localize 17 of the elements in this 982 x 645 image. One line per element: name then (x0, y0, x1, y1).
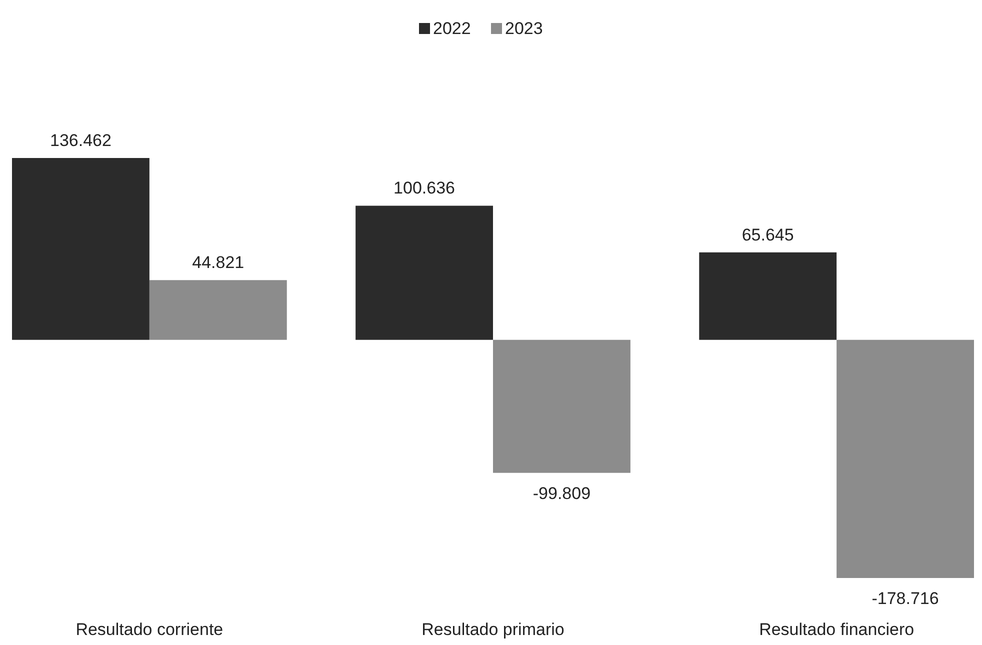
bar (149, 280, 287, 340)
x-tick-label: Resultado primario (422, 620, 564, 639)
data-label: 100.636 (394, 178, 456, 198)
data-label: -178.716 (872, 589, 939, 608)
bar (12, 158, 150, 340)
x-tick-label: Resultado corriente (76, 620, 224, 639)
legend-label: 2022 (433, 19, 471, 38)
data-label: 44.821 (192, 253, 244, 272)
bar (836, 340, 974, 578)
bar (356, 206, 493, 340)
data-label: 136.462 (50, 131, 112, 150)
bar (699, 252, 837, 340)
data-label: -99.809 (532, 484, 591, 503)
bar (493, 340, 630, 473)
data-label: 65.645 (742, 225, 794, 244)
x-tick-label: Resultado financiero (759, 620, 914, 639)
legend-label: 2023 (505, 19, 543, 38)
